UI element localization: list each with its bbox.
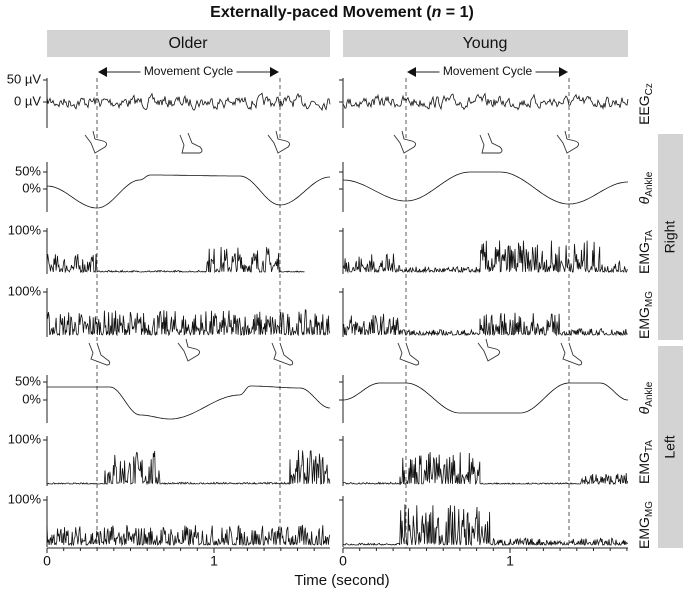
annotation: Movement Cycle — [443, 64, 533, 78]
row-label-main: EMG — [636, 452, 652, 484]
emg-trace — [46, 246, 305, 274]
row-label-main: EMG — [636, 307, 652, 339]
row-label: θAnkle — [636, 381, 655, 414]
side-box — [658, 346, 683, 548]
row-label: EMGTA — [636, 440, 655, 484]
emg-trace — [342, 240, 628, 274]
x-tick-label: 1 — [506, 553, 514, 569]
y-tick-label: 0 µV — [14, 93, 41, 108]
emg-trace — [46, 449, 331, 486]
row-label-sub: MG — [644, 291, 655, 307]
row-label-sub: MG — [644, 501, 655, 517]
arrow-head — [559, 67, 568, 77]
foot-icon — [271, 342, 294, 366]
y-tick-label: 50% — [15, 373, 41, 388]
y-tick-label: 100% — [8, 491, 42, 506]
arrow-head — [270, 67, 279, 77]
emg-trace — [342, 451, 628, 486]
x-tick-label: 0 — [339, 553, 347, 569]
row-label: EEGCz — [636, 83, 655, 125]
title-text: = 1) — [441, 4, 473, 21]
emg-trace — [342, 312, 628, 337]
side-label: Left — [662, 435, 678, 458]
emg-trace — [46, 309, 331, 337]
side-box — [658, 134, 683, 340]
angle-trace — [47, 385, 331, 420]
row-label-main: EMG — [636, 517, 652, 549]
figure-title: Externally-paced Movement (n = 1) — [210, 4, 474, 21]
column-header: Older — [168, 35, 208, 52]
emg-trace — [46, 524, 331, 547]
row-label-sub: Ankle — [644, 171, 655, 196]
foot-icon — [88, 342, 111, 366]
y-tick-label: 100% — [8, 222, 42, 237]
angle-trace — [342, 382, 629, 414]
angle-trace — [46, 174, 331, 209]
y-tick-label: 100% — [8, 283, 42, 298]
arrow-head — [98, 67, 107, 77]
annotation: Movement Cycle — [144, 64, 234, 78]
x-tick-label: 1 — [210, 553, 218, 569]
x-tick-label: 0 — [43, 553, 51, 569]
y-tick-label: 50% — [15, 163, 41, 178]
foot-icon — [477, 338, 501, 362]
foot-icon — [267, 130, 291, 154]
arrow-head — [407, 67, 416, 77]
column-header-box — [47, 30, 330, 57]
foot-icon — [179, 132, 203, 154]
foot-icon — [560, 342, 583, 366]
row-label: θAnkle — [636, 171, 655, 204]
side-label: Right — [662, 221, 678, 254]
foot-icon — [479, 132, 503, 154]
row-label-main: θ — [636, 196, 652, 204]
emg-trace — [342, 504, 629, 547]
row-label: EMGMG — [636, 291, 655, 339]
eeg-trace — [46, 92, 331, 112]
title-italic: n — [432, 4, 442, 21]
row-label: EMGMG — [636, 501, 655, 549]
y-tick-label: 0% — [22, 180, 41, 195]
column-header-box — [343, 30, 628, 57]
angle-trace — [342, 171, 628, 205]
row-label-main: EMG — [636, 242, 652, 274]
row-label: EMGTA — [636, 230, 655, 274]
foot-icon — [84, 130, 108, 154]
y-tick-label: 50 µV — [7, 71, 42, 86]
row-label-main: θ — [636, 406, 652, 414]
foot-icon — [397, 342, 420, 366]
foot-icon — [393, 130, 417, 154]
eeg-trace — [342, 92, 629, 111]
row-label-sub: Ankle — [644, 381, 655, 406]
row-label-sub: TA — [644, 440, 655, 452]
x-axis-title: Time (second) — [294, 572, 389, 589]
column-header: Young — [463, 35, 508, 52]
title-text: Externally-paced Movement ( — [210, 4, 432, 21]
y-tick-label: 100% — [8, 431, 42, 446]
row-label-main: EEG — [636, 95, 652, 125]
row-label-sub: Cz — [644, 83, 655, 95]
y-tick-label: 0% — [22, 391, 41, 406]
foot-icon — [556, 130, 580, 154]
row-label-sub: TA — [644, 230, 655, 242]
foot-icon — [177, 338, 201, 362]
